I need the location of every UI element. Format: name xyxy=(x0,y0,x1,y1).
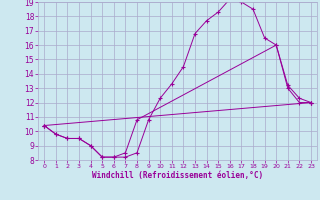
X-axis label: Windchill (Refroidissement éolien,°C): Windchill (Refroidissement éolien,°C) xyxy=(92,171,263,180)
